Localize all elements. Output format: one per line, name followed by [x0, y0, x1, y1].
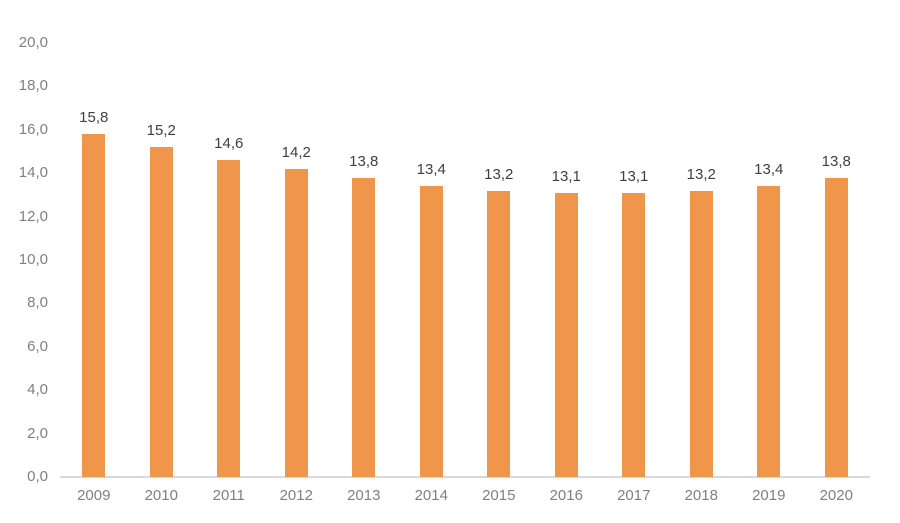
- x-tick-label-2009: 2009: [77, 487, 111, 504]
- x-tick-label-2020: 2020: [819, 487, 853, 504]
- bar-2020: [824, 177, 848, 477]
- bar-value-label: 14,2: [281, 143, 311, 161]
- y-tick-label: 8,0: [27, 294, 48, 312]
- x-tick-label-2010: 2010: [144, 487, 178, 504]
- y-tick-label: 16,0: [18, 120, 48, 138]
- bar-2015: [487, 190, 511, 477]
- bar-value-label: 13,4: [416, 161, 446, 179]
- bar-value-label: 13,2: [484, 165, 514, 183]
- y-tick-label: 10,0: [18, 251, 48, 268]
- bar-2014: [419, 186, 443, 477]
- y-tick-label: 14,0: [18, 164, 48, 182]
- bar-value-label: 13,8: [821, 152, 851, 170]
- bar-2010: [149, 147, 173, 477]
- bar-2011: [217, 160, 241, 477]
- bar-value-label: 13,4: [754, 161, 784, 179]
- bar-2016: [554, 192, 578, 477]
- bar-value-label: 14,6: [214, 135, 244, 153]
- x-tick-label-2019: 2019: [752, 487, 786, 504]
- y-tick-label: 6,0: [27, 337, 48, 355]
- bar-2013: [352, 177, 376, 477]
- y-tick-label: 2,0: [27, 424, 48, 442]
- y-tick-label: 0,0: [27, 468, 48, 485]
- y-tick-label: 20,0: [18, 34, 48, 51]
- bar-2019: [757, 186, 781, 477]
- x-tick-label-2017: 2017: [617, 487, 651, 504]
- x-tick-label-2015: 2015: [482, 487, 516, 504]
- bar-2012: [284, 168, 308, 477]
- x-tick-label-2014: 2014: [414, 487, 448, 504]
- x-tick-label-2016: 2016: [549, 487, 583, 504]
- bar-2017: [622, 192, 646, 477]
- bar-value-label: 13,8: [349, 152, 379, 170]
- bar-2009: [82, 134, 106, 477]
- y-tick-label: 4,0: [27, 381, 48, 399]
- x-tick-label-2012: 2012: [279, 487, 313, 504]
- bar-value-label: 15,2: [146, 122, 176, 140]
- x-axis-line: [60, 476, 870, 478]
- x-tick-label-2013: 2013: [347, 487, 381, 504]
- x-tick-label-2011: 2011: [212, 487, 245, 504]
- y-tick-label: 18,0: [18, 77, 48, 95]
- bar-value-label: 13,2: [686, 165, 716, 183]
- bar-value-label: 15,8: [79, 109, 109, 127]
- bar-value-label: 13,1: [551, 167, 581, 185]
- bar-2018: [689, 190, 713, 477]
- y-tick-label: 12,0: [18, 207, 48, 225]
- bar-value-label: 13,1: [619, 167, 649, 185]
- x-tick-label-2018: 2018: [684, 487, 718, 504]
